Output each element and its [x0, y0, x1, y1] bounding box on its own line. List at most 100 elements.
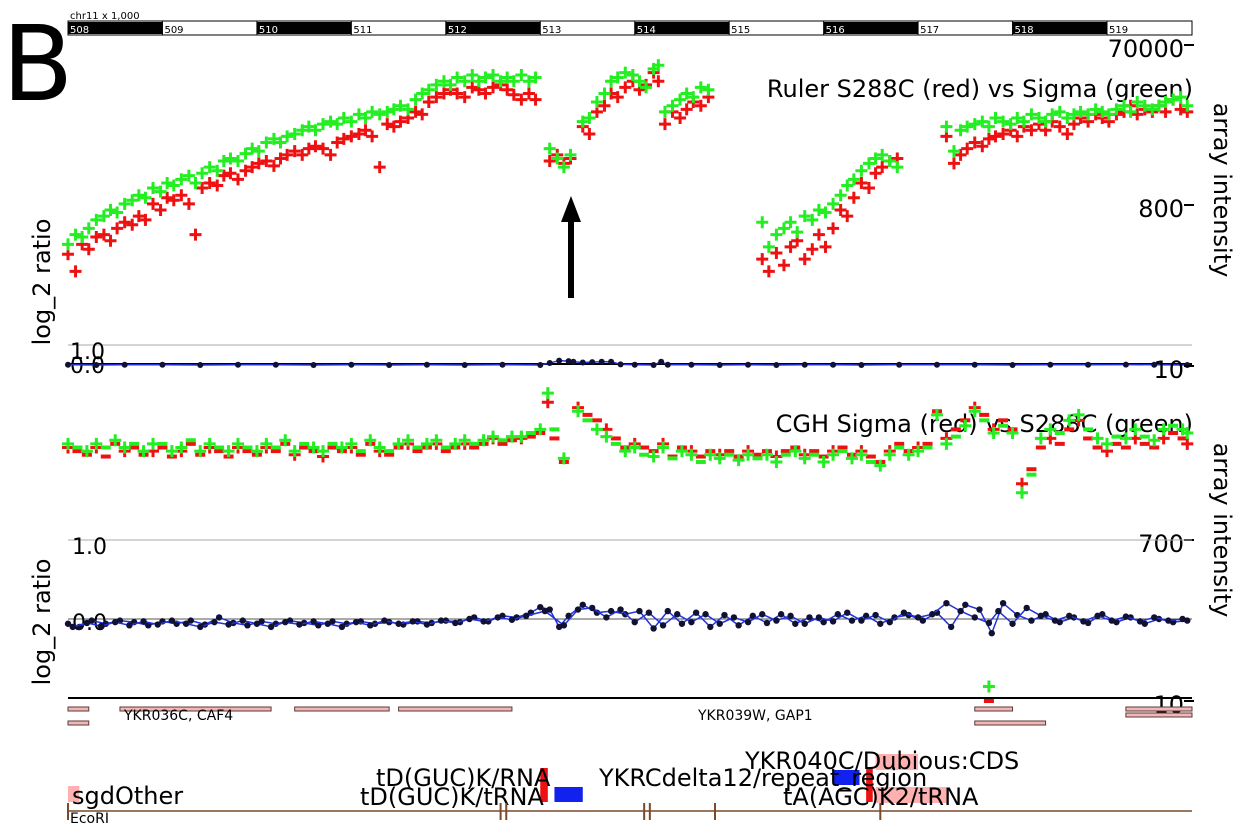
panel1-green-point: [522, 75, 535, 88]
panel2-ratio-point: [631, 618, 638, 626]
panel1-red-point: [989, 130, 1002, 143]
panel1-green-point: [161, 177, 174, 190]
panel2-ratio-point: [508, 616, 516, 623]
panel2-ratio-point: [367, 622, 374, 629]
panel1-green-point: [217, 154, 230, 167]
panel2-ratio-point: [692, 609, 700, 616]
panel1-red-point: [658, 118, 671, 131]
panel1-red-point: [331, 136, 344, 149]
panel1-red-point: [501, 83, 514, 96]
panel2-green-point: [288, 445, 301, 458]
panel2-ratio-point: [537, 603, 544, 611]
panel2-green-point: [175, 441, 188, 454]
panel2-ratio-point: [381, 617, 388, 624]
panel1-green-point: [1131, 96, 1144, 109]
panel1-green-point: [666, 99, 679, 112]
panel1-green-point: [274, 136, 287, 149]
panel1-red-point: [302, 142, 315, 155]
panel1-ratio-point: [830, 361, 837, 368]
panel1-green-point: [1082, 108, 1095, 121]
panel1-green-point: [288, 127, 301, 140]
panel1-ytick-0: 0.0: [70, 354, 105, 379]
panel1-ratio-point: [570, 358, 577, 365]
ruler-tick-label: 509: [164, 25, 183, 36]
panel1-ratio-point: [658, 358, 665, 365]
panel1-red-point: [674, 112, 687, 125]
panel2-ratio-point: [522, 612, 530, 620]
panel1-green-point: [947, 145, 960, 158]
panel1-green-point: [1025, 108, 1038, 121]
panel2-ratio-point: [88, 617, 95, 624]
gene-bar: [67, 706, 90, 712]
panel1-green-point: [1061, 112, 1074, 125]
label-tdguc-rna: tD(GUC)K/RNA: [376, 764, 551, 792]
ruler-tick-label: 515: [731, 25, 750, 36]
panel1-ratio-point: [537, 361, 544, 368]
panel2-ratio-point: [815, 614, 823, 621]
panel1-red-point: [869, 167, 882, 180]
panel2-ratio-point: [69, 623, 76, 631]
panel2-ratio-point: [995, 607, 1002, 615]
panel2-y2tick-mid: 700: [1138, 530, 1184, 558]
panel2-ratio-point: [64, 620, 72, 627]
panel1-red-point: [196, 181, 209, 194]
panel1-ratio-point: [1009, 361, 1016, 368]
panel2-green-point: [982, 680, 995, 693]
panel1-green-point: [976, 115, 989, 128]
panel1-red-point: [968, 136, 981, 149]
panel1-green-point: [437, 75, 450, 88]
panel2-ratio-point: [650, 625, 657, 632]
panel1-green-point: [267, 132, 280, 145]
panel1-green-point: [633, 75, 646, 88]
panel1-red-point: [309, 140, 322, 153]
panel2-green-point: [364, 434, 377, 447]
panel1-ratio-point: [716, 361, 723, 368]
panel1-green-point: [472, 75, 485, 88]
panel1-green-point: [611, 71, 624, 84]
panel2-ratio-point: [187, 617, 194, 624]
panel1-red-point: [359, 124, 372, 137]
panel1-red-point: [855, 177, 868, 190]
panel1-red-point: [189, 228, 202, 241]
panel1-green-point: [997, 115, 1010, 128]
panel1-green-point: [451, 71, 464, 84]
panel2-green-point: [817, 455, 830, 468]
panel1-red-point: [217, 169, 230, 182]
panel2-ytick-1: 1.0: [72, 535, 107, 560]
panel2-green-point: [1129, 423, 1142, 436]
panel1-ratio-point: [546, 360, 553, 367]
panel1-green-point: [1017, 115, 1030, 128]
panel-ruler-vs-sigma: Ruler S288C (red) vs Sigma (green) log_2…: [28, 35, 1236, 379]
panel1-red-point: [126, 218, 139, 231]
panel1-green-point: [352, 108, 365, 121]
panel1-green-point: [167, 179, 180, 192]
gene-bar: [1125, 712, 1193, 718]
panel2-ratio-point: [773, 617, 780, 624]
panel2-green-point: [80, 445, 93, 458]
panel2-green-point: [203, 437, 216, 450]
panel1-ratio-point: [858, 361, 865, 368]
panel2-ratio-point: [820, 618, 827, 626]
panel2-ratio-point: [97, 622, 105, 630]
panel1-red-point: [819, 240, 832, 253]
panel1-ratio-point: [745, 361, 752, 368]
panel2-ratio-point: [792, 620, 799, 627]
panel1-green-point: [345, 115, 358, 128]
panel2-ratio-point: [716, 620, 723, 627]
panel1-green-point: [1110, 103, 1123, 116]
dubious-cds-feature: [875, 787, 947, 803]
panel2-ratio-point: [225, 621, 232, 628]
panel1-green-point: [819, 206, 832, 219]
panel2-ratio-point: [1179, 615, 1186, 623]
panel2-green-point: [1044, 423, 1057, 436]
panel2-ratio-point: [707, 623, 714, 631]
panel2-green-point: [487, 430, 500, 443]
panel2-ratio-point: [702, 611, 709, 618]
panel2-ratio-point: [858, 617, 865, 624]
panel1-red-point: [394, 115, 407, 128]
panel1-red-point: [458, 91, 471, 104]
panel2-ratio-point: [239, 617, 246, 624]
panel2-ratio-polyline: [67, 601, 1188, 636]
panel1-green-point: [1096, 105, 1109, 118]
panel2-ratio-point: [589, 604, 596, 612]
